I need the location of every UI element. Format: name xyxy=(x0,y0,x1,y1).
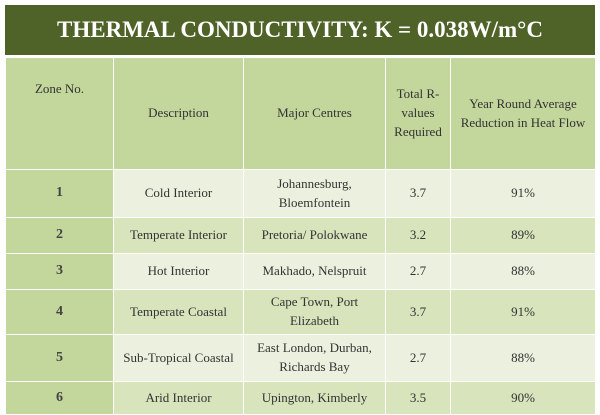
table-cell: 3.2 xyxy=(385,217,451,254)
table-cell: 3.5 xyxy=(385,381,451,415)
table-cell: Arid Interior xyxy=(113,381,244,415)
zone-cell: 2 xyxy=(5,217,114,254)
table-cell: 89% xyxy=(450,217,596,254)
table-cell: 88% xyxy=(450,253,596,290)
zone-cell: 6 xyxy=(5,381,114,415)
table-cell: 3.7 xyxy=(385,289,451,335)
table-cell: Upington, Kimberly xyxy=(243,381,386,415)
table-cell: 88% xyxy=(450,334,596,382)
table-row: 5 Sub-Tropical Coastal East London, Durban… xyxy=(5,334,596,382)
title: THERMAL CONDUCTIVITY: K = 0.038W/m°C xyxy=(5,5,595,57)
table-row: 6 Arid Interior Upington, Kimberly 3.5 90% xyxy=(5,381,596,415)
column-header: Major Centres xyxy=(243,57,386,170)
table-cell: Pretoria/ Polokwane xyxy=(243,217,386,254)
table-row: 4 Temperate Coastal Cape Town, Port Elizab… xyxy=(5,289,596,335)
table-cell: East London, Durban, Richards Bay xyxy=(243,334,386,382)
table-cell: Sub-Tropical Coastal xyxy=(113,334,244,382)
column-header: Description xyxy=(113,57,244,170)
table-row: 3 Hot Interior Makhado, Nelspruit 2.7 88% xyxy=(5,253,596,290)
table-cell: Cold Interior xyxy=(113,169,244,218)
table-row: 2 Temperate Interior Pretoria/ Polokwane 3.… xyxy=(5,217,596,254)
table-row: 1 Cold Interior Johannesburg, Bloemfontein… xyxy=(5,169,596,218)
page: THERMAL CONDUCTIVITY: K = 0.038W/m°C Zon… xyxy=(5,5,596,415)
table: Zone No. Description Major Centres Total R-… xyxy=(5,57,596,415)
table-cell: 91% xyxy=(450,289,596,335)
table-cell: 2.7 xyxy=(385,334,451,382)
table-cell: Hot Interior xyxy=(113,253,244,290)
zone-cell: 3 xyxy=(5,253,114,290)
table-cell: Johannesburg, Bloemfontein xyxy=(243,169,386,218)
zone-cell: 4 xyxy=(5,289,114,335)
table-cell: Temperate Coastal xyxy=(113,289,244,335)
table-cell: 91% xyxy=(450,169,596,218)
column-header: Year Round Average Reduction in Heat Flo… xyxy=(450,57,596,170)
table-cell: Makhado, Nelspruit xyxy=(243,253,386,290)
zone-cell: 5 xyxy=(5,334,114,382)
column-header: Zone No. xyxy=(5,57,114,170)
zone-cell: 1 xyxy=(5,169,114,218)
table-cell: 90% xyxy=(450,381,596,415)
column-header: Total R-values Required xyxy=(385,57,451,170)
table-cell: Cape Town, Port Elizabeth xyxy=(243,289,386,335)
table-cell: Temperate Interior xyxy=(113,217,244,254)
table-body: 1 Cold Interior Johannesburg, Bloemfontein… xyxy=(5,169,596,415)
table-cell: 3.7 xyxy=(385,169,451,218)
table-card: THERMAL CONDUCTIVITY: K = 0.038W/m°C Zon… xyxy=(5,5,596,415)
header-row: Zone No. Description Major Centres Total R-… xyxy=(5,57,596,170)
table-cell: 2.7 xyxy=(385,253,451,290)
